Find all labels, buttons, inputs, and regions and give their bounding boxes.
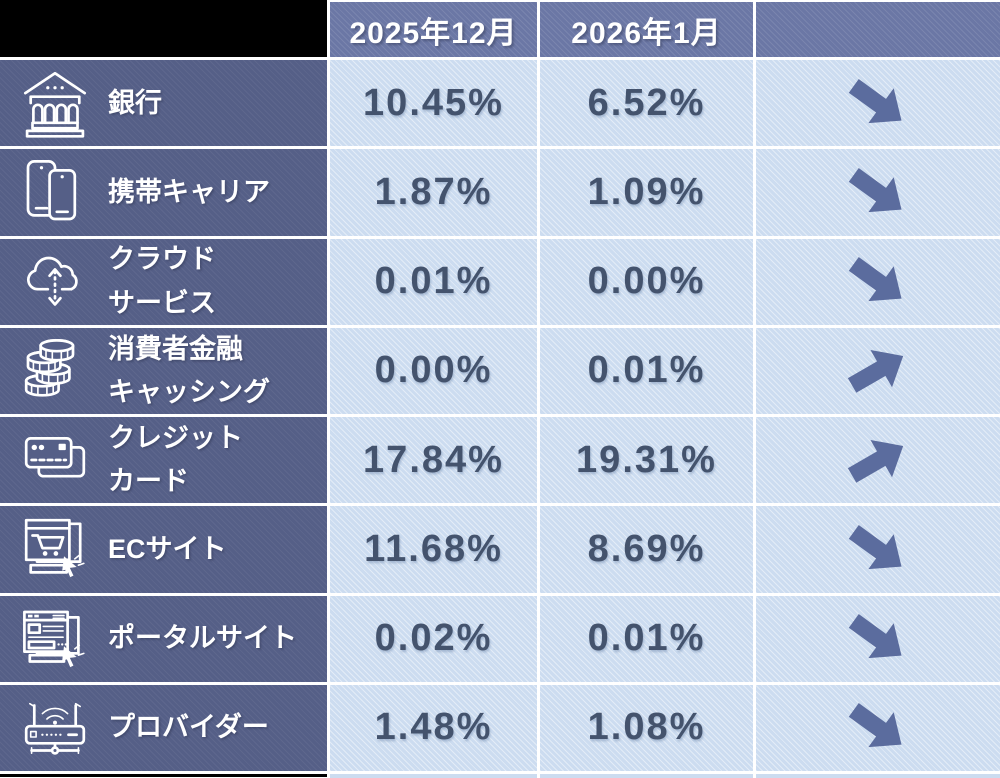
trend-cell bbox=[756, 595, 1000, 682]
table-bottom-edge bbox=[0, 774, 1000, 778]
trend-cell bbox=[756, 506, 1000, 593]
trend-arrow-icon bbox=[848, 167, 902, 213]
value-cell: 0.02% bbox=[330, 595, 537, 682]
category-label: ポータルサイト bbox=[108, 623, 297, 654]
category-cell: プロバイダー bbox=[0, 684, 327, 771]
value-cell: 1.48% bbox=[330, 684, 537, 771]
category-cell: 銀行 bbox=[0, 60, 327, 147]
category-cell: クレジット カード bbox=[0, 417, 327, 504]
credit-card-icon bbox=[16, 421, 94, 499]
corner-spacer bbox=[0, 0, 327, 57]
trend-cell bbox=[756, 60, 1000, 147]
smartphones-icon bbox=[16, 153, 94, 231]
row-consumer-finance: 消費者金融 キャッシング 0.00% 0.01% bbox=[0, 327, 1000, 414]
trend-arrow-icon bbox=[848, 614, 902, 659]
value-cell: 1.87% bbox=[330, 149, 537, 236]
category-cell: 消費者金融 キャッシング bbox=[0, 327, 327, 414]
trend-arrow-icon bbox=[848, 524, 902, 570]
value-cell: 19.31% bbox=[540, 417, 753, 504]
trend-arrow-icon bbox=[847, 350, 904, 394]
category-cell: 携帯キャリア bbox=[0, 149, 327, 236]
category-label: プロバイダー bbox=[108, 712, 269, 743]
value-cell: 1.09% bbox=[540, 149, 753, 236]
trend-cell bbox=[756, 417, 1000, 504]
header-cell-trend bbox=[756, 2, 1000, 57]
category-label: クラウド サービス bbox=[108, 244, 216, 318]
browser-window-icon bbox=[16, 600, 94, 678]
cloud-sync-icon bbox=[16, 243, 94, 321]
category-label: 消費者金融 キャッシング bbox=[108, 333, 270, 407]
trend-cell bbox=[756, 327, 1000, 414]
trend-cell bbox=[756, 149, 1000, 236]
value-cell: 1.08% bbox=[540, 684, 753, 771]
value-cell: 0.00% bbox=[540, 238, 753, 325]
row-mobile-carrier: 携帯キャリア 1.87% 1.09% bbox=[0, 149, 1000, 236]
value-cell: 10.45% bbox=[330, 60, 537, 147]
category-label: 携帯キャリア bbox=[108, 176, 270, 207]
bottom-edge-strip bbox=[756, 774, 1000, 778]
header-cell-dec-2025: 2025年12月 bbox=[330, 2, 537, 57]
trend-cell bbox=[756, 684, 1000, 771]
trend-arrow-icon bbox=[848, 703, 902, 748]
category-label: 銀行 bbox=[108, 87, 162, 118]
value-cell: 11.68% bbox=[330, 506, 537, 593]
row-bank: 銀行 10.45% 6.52% bbox=[0, 60, 1000, 147]
router-icon bbox=[16, 689, 94, 767]
trend-arrow-icon bbox=[847, 439, 904, 483]
row-portal-site: ポータルサイト 0.02% 0.01% bbox=[0, 595, 1000, 682]
category-label: ECサイト bbox=[108, 533, 227, 564]
table-header: 2025年12月 2026年1月 bbox=[0, 0, 1000, 57]
bottom-edge-black bbox=[0, 774, 327, 777]
row-ec-site: ECサイト 11.68% 8.69% bbox=[0, 506, 1000, 593]
value-cell: 0.00% bbox=[330, 327, 537, 414]
row-credit-card: クレジット カード 17.84% 19.31% bbox=[0, 417, 1000, 504]
shopping-cart-icon bbox=[16, 510, 94, 588]
category-cell: クラウド サービス bbox=[0, 238, 327, 325]
value-cell: 0.01% bbox=[540, 595, 753, 682]
coin-stack-icon bbox=[16, 332, 94, 410]
bottom-edge-strip bbox=[540, 774, 753, 778]
bank-icon bbox=[16, 64, 94, 142]
value-cell: 17.84% bbox=[330, 417, 537, 504]
trend-arrow-icon bbox=[848, 257, 902, 302]
value-cell: 0.01% bbox=[540, 327, 753, 414]
category-cell: ポータルサイト bbox=[0, 595, 327, 682]
value-cell: 8.69% bbox=[540, 506, 753, 593]
value-cell: 0.01% bbox=[330, 238, 537, 325]
header-cell-jan-2026: 2026年1月 bbox=[540, 2, 753, 57]
row-provider: プロバイダー 1.48% 1.08% bbox=[0, 684, 1000, 771]
category-label: クレジット カード bbox=[108, 422, 243, 497]
trend-arrow-icon bbox=[848, 78, 902, 123]
category-cell: ECサイト bbox=[0, 506, 327, 593]
trend-cell bbox=[756, 238, 1000, 325]
bottom-edge-strip bbox=[330, 774, 537, 778]
value-cell: 6.52% bbox=[540, 60, 753, 147]
row-cloud-service: クラウド サービス 0.01% 0.00% bbox=[0, 238, 1000, 325]
